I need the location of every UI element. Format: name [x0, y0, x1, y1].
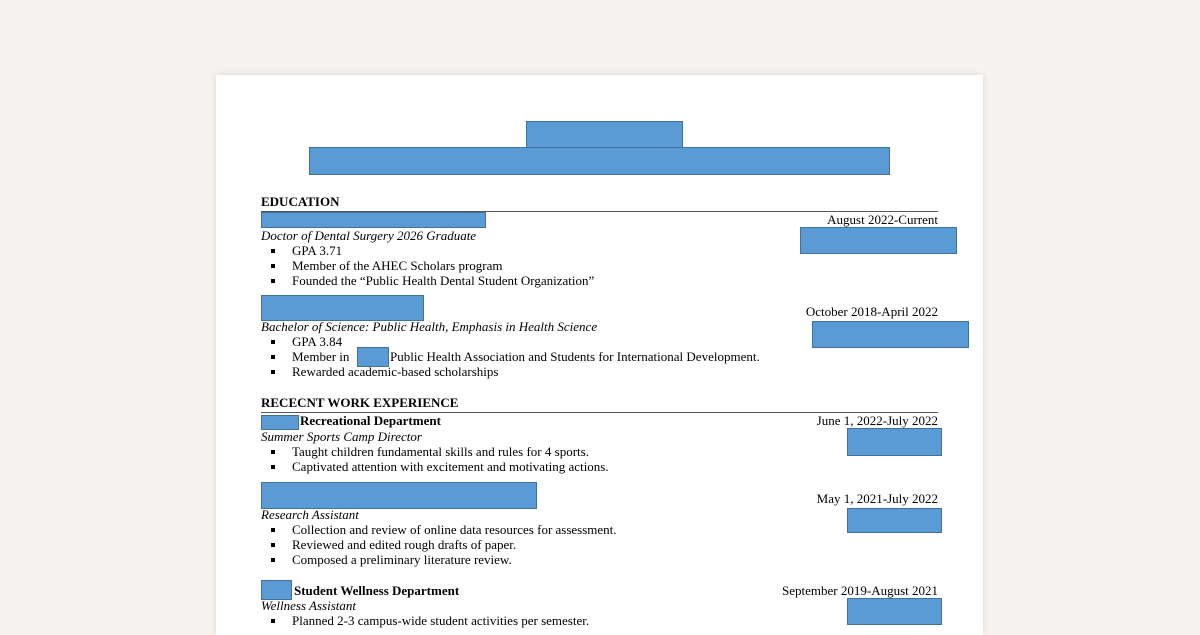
- bullet: [271, 558, 275, 562]
- bullet-text: Founded the “Public Health Dental Studen…: [292, 273, 595, 288]
- dates: June 1, 2022-July 2022: [816, 413, 938, 428]
- bullet: [271, 279, 275, 283]
- bullet-text: GPA 3.71: [292, 243, 343, 258]
- bullet: [271, 264, 275, 268]
- bullet: [271, 528, 275, 532]
- redaction: [847, 508, 942, 533]
- role: Summer Sports Camp Director: [261, 429, 422, 444]
- bullet: [271, 355, 275, 359]
- organization: Student Wellness Department: [294, 583, 460, 598]
- bullet-text: Collection and review of online data res…: [292, 522, 617, 537]
- bullet-text: Member of the AHEC Scholars program: [292, 258, 503, 273]
- bullet-text: Reviewed and edited rough drafts of pape…: [292, 537, 517, 552]
- bullet: [271, 370, 275, 374]
- redaction: [261, 580, 292, 600]
- degree: Bachelor of Science: Public Health, Emph…: [261, 319, 598, 334]
- bullet: [271, 619, 275, 623]
- bullet: [271, 450, 275, 454]
- dates: August 2022-Current: [827, 212, 938, 227]
- bullet-text: Member in: [292, 349, 350, 364]
- bullet-text: Captivated attention with excitement and…: [292, 459, 609, 474]
- redaction: [261, 415, 299, 430]
- section-rule: [261, 211, 938, 212]
- redaction: [357, 347, 389, 367]
- redaction: [261, 295, 424, 321]
- role: Wellness Assistant: [261, 598, 356, 613]
- bullet: [271, 249, 275, 253]
- bullet-text: Planned 2-3 campus-wide student activiti…: [292, 613, 590, 628]
- bullet: [271, 340, 275, 344]
- dates: September 2019-August 2021: [782, 583, 938, 598]
- redaction: [847, 428, 942, 456]
- dates: October 2018-April 2022: [805, 304, 938, 319]
- bullet: [271, 465, 275, 469]
- role: Research Assistant: [261, 507, 359, 522]
- section-rule: [261, 412, 938, 413]
- redaction: [309, 147, 890, 175]
- dates: May 1, 2021-July 2022: [816, 491, 938, 506]
- organization: Recreational Department: [300, 413, 441, 428]
- section-heading: RECECNT WORK EXPERIENCE: [261, 395, 459, 410]
- bullet: [271, 543, 275, 547]
- bullet-text: Taught children fundamental skills and r…: [292, 444, 589, 459]
- redaction: [812, 321, 969, 348]
- redaction: [800, 227, 957, 254]
- bullet-text: GPA 3.84: [292, 334, 343, 349]
- redaction: [847, 598, 942, 625]
- redaction: [261, 482, 537, 509]
- bullet-text: Composed a preliminary literature review…: [292, 552, 512, 567]
- bullet-text: Rewarded academic-based scholarships: [292, 364, 499, 379]
- bullet-text: Public Health Association and Students f…: [390, 349, 760, 364]
- redaction: [526, 121, 683, 148]
- degree: Doctor of Dental Surgery 2026 Graduate: [261, 228, 477, 243]
- redaction: [261, 212, 486, 228]
- section-heading: EDUCATION: [261, 194, 340, 209]
